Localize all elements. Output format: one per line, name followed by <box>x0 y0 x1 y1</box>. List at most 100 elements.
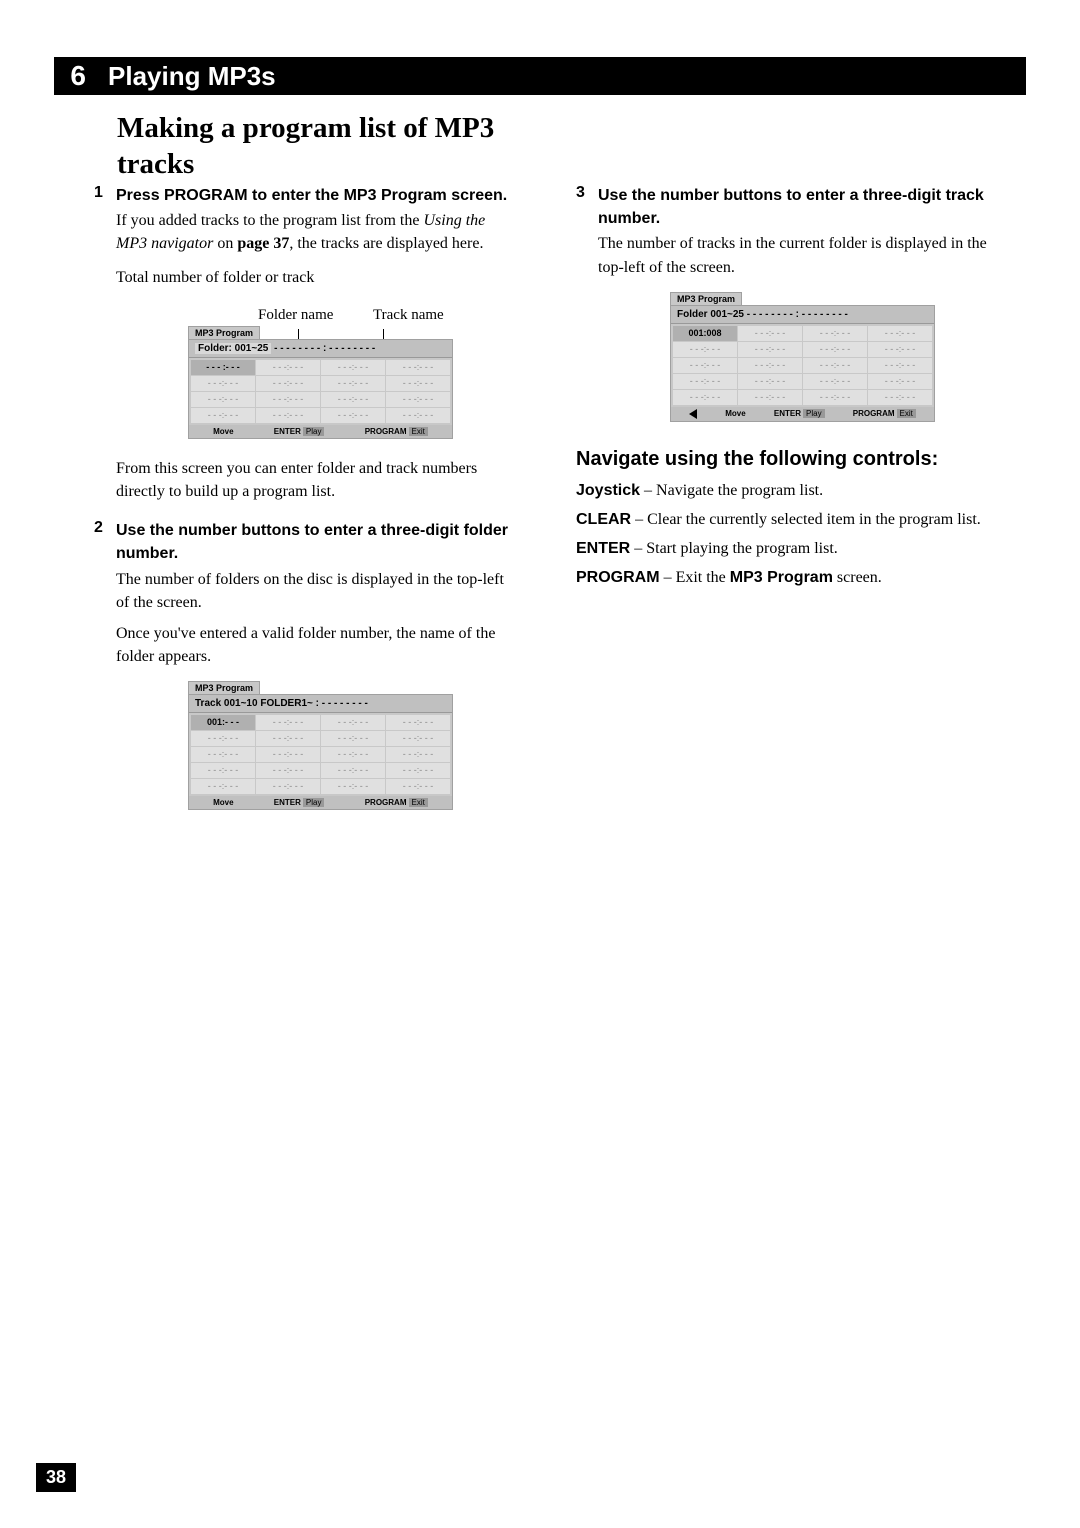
sf-exit: Exit <box>897 409 916 418</box>
cell: - - -:- - - <box>738 342 802 357</box>
cell: - - -:- - - <box>673 374 737 389</box>
sf-enter: ENTER <box>774 409 801 418</box>
content-columns: 1 Press PROGRAM to enter the MP3 Program… <box>94 184 1002 828</box>
sf-exit: Exit <box>409 427 428 436</box>
cell: - - -:- - - <box>256 715 320 730</box>
chapter-title: Playing MP3s <box>94 61 276 92</box>
screen3-header: Folder 001~25 - - - - - - - - : - - - - … <box>671 306 934 324</box>
step-2-body1: The number of folders on the disc is dis… <box>116 568 520 614</box>
cell: - - -:- - - <box>738 374 802 389</box>
cell: - - -:- - - <box>803 342 867 357</box>
ctrl-clear-t: CLEAR <box>576 511 631 528</box>
after-screen1: From this screen you can enter folder an… <box>116 457 520 503</box>
sf-play: Play <box>303 427 325 436</box>
cell: - - -:- - - <box>673 390 737 405</box>
sf-play: Play <box>303 798 325 807</box>
chapter-bar: 6 Playing MP3s <box>54 57 1026 95</box>
cell: - - -:- - - <box>256 392 320 407</box>
cell: - - -:- - - <box>738 390 802 405</box>
step-2-body2: Once you've entered a valid folder numbe… <box>116 622 520 668</box>
cell: - - -:- - - <box>321 779 385 794</box>
cell: - - -:- - - <box>738 358 802 373</box>
section-title: Making a program list of MP3 tracks <box>117 110 537 183</box>
annot-track: Track name <box>373 307 444 324</box>
cell: - - -:- - - <box>191 408 255 423</box>
ctrl-prog-bold: MP3 Program <box>730 569 833 586</box>
cell: - - -:- - - <box>386 360 450 375</box>
cell: - - -:- - - <box>673 358 737 373</box>
sf-prog: PROGRAM <box>853 409 895 418</box>
cell: - - -:- - - <box>191 763 255 778</box>
cell: - - -:- - - <box>256 408 320 423</box>
cell: - - -:- - - <box>386 779 450 794</box>
cell: - - -:- - - <box>868 390 932 405</box>
cell: - - -:- - - <box>868 326 932 341</box>
screen3-block: MP3 Program Folder 001~25 - - - - - - - … <box>670 289 1002 422</box>
sf-play: Play <box>803 409 825 418</box>
cell: - - -:- - - <box>256 763 320 778</box>
cell: 001:008 <box>673 326 737 341</box>
ctrl-prog-post: screen. <box>833 569 882 586</box>
cell: - - -:- - - <box>256 731 320 746</box>
sf-move: Move <box>725 409 745 418</box>
step-1-title: Press PROGRAM to enter the MP3 Program s… <box>116 184 520 207</box>
cell: - - -:- - - <box>321 763 385 778</box>
cell: - - -:- - - <box>386 715 450 730</box>
ctrl-prog-t: PROGRAM <box>576 569 660 586</box>
cell: - - -:- - - <box>321 392 385 407</box>
cell: - - -:- - - <box>256 376 320 391</box>
cell: - - -:- - - <box>673 342 737 357</box>
step-3-body: The number of tracks in the current fold… <box>598 232 1002 278</box>
cell: - - -:- - - <box>386 392 450 407</box>
left-column: 1 Press PROGRAM to enter the MP3 Program… <box>94 184 520 828</box>
ctrl-clear: CLEAR – Clear the currently selected ite… <box>576 508 1002 531</box>
cell: - - -:- - - <box>868 358 932 373</box>
cell: - - -:- - - <box>803 358 867 373</box>
screen2-grid: 001:- - - - - -:- - - - - -:- - - - - -:… <box>189 713 452 796</box>
screen1-grid: - - - :- - - - - -:- - - - - -:- - - - -… <box>189 358 452 425</box>
sf-enter: ENTER <box>274 427 301 436</box>
cell: - - -:- - - <box>191 731 255 746</box>
ctrl-enter-b: – Start playing the program list. <box>630 540 838 557</box>
ctrl-enter-t: ENTER <box>576 540 630 557</box>
cell: - - -:- - - <box>386 408 450 423</box>
chapter-number: 6 <box>54 57 94 95</box>
cell: - - - :- - - <box>191 360 255 375</box>
cell: - - -:- - - <box>321 747 385 762</box>
screen1-header: Folder: 001~25 - - - - - - - - : - - - -… <box>189 340 452 358</box>
cell: - - -:- - - <box>386 747 450 762</box>
screen3-tab: MP3 Program <box>670 292 742 305</box>
sf-move: Move <box>213 798 233 807</box>
ctrl-clear-b: – Clear the currently selected item in t… <box>631 511 981 528</box>
sf-move: Move <box>213 427 233 436</box>
cell: - - -:- - - <box>191 392 255 407</box>
step-2-number: 2 <box>94 519 116 668</box>
cell: - - -:- - - <box>386 731 450 746</box>
screen3-grid: 001:008 - - -:- - - - - -:- - - - - -:- … <box>671 324 934 407</box>
sf-enter: ENTER <box>274 798 301 807</box>
screen1-h2: - - - - - - - - : - - - - - - - - <box>271 343 375 354</box>
cell: - - -:- - - <box>868 374 932 389</box>
cell: - - -:- - - <box>386 376 450 391</box>
cell: - - -:- - - <box>321 376 385 391</box>
cell: - - -:- - - <box>256 779 320 794</box>
cell: - - -:- - - <box>738 326 802 341</box>
step-1-number: 1 <box>94 184 116 256</box>
step-1-mid: on <box>213 235 237 252</box>
screen1-block: Folder name Track name MP3 Program Folde… <box>188 299 520 439</box>
step-3-number: 3 <box>576 184 598 279</box>
cell: - - -:- - - <box>191 779 255 794</box>
sf-prog: PROGRAM <box>365 427 407 436</box>
step-1-pre: If you added tracks to the program list … <box>116 212 423 229</box>
step-2: 2 Use the number buttons to enter a thre… <box>94 519 520 668</box>
step-1-text: If you added tracks to the program list … <box>116 209 520 255</box>
step-1-bold: page 37 <box>237 235 289 252</box>
screen3-footer: Move ENTERPlay PROGRAMExit <box>671 407 934 421</box>
caption-total: Total number of folder or track <box>116 266 520 289</box>
screen2-tab: MP3 Program <box>188 681 260 694</box>
ctrl-prog-mid: – Exit the <box>660 569 730 586</box>
cell: - - -:- - - <box>803 326 867 341</box>
screen-2: MP3 Program Track 001~10 FOLDER1~ : - - … <box>188 694 453 810</box>
left-arrow-icon <box>689 409 697 419</box>
ctrl-enter: ENTER – Start playing the program list. <box>576 537 1002 560</box>
